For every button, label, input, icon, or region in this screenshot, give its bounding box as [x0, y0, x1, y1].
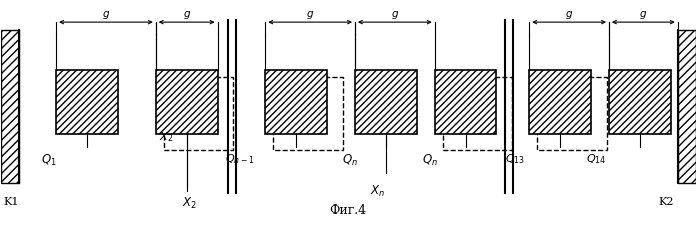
Text: $g$: $g$: [565, 9, 573, 21]
Text: $g$: $g$: [306, 9, 314, 21]
Text: $Q_1$: $Q_1$: [41, 152, 57, 167]
Text: $g$: $g$: [638, 9, 647, 21]
Bar: [1, 31, 20, 183]
Bar: [435, 70, 496, 134]
Bar: [443, 78, 512, 150]
Text: $g$: $g$: [102, 9, 110, 21]
Bar: [609, 70, 671, 134]
Text: $Q_{14}$: $Q_{14}$: [586, 152, 606, 166]
Bar: [266, 70, 327, 134]
Bar: [537, 78, 607, 150]
Bar: [56, 70, 118, 134]
Text: $X_2$: $X_2$: [182, 195, 197, 210]
Bar: [355, 70, 417, 134]
Text: $Q_{13}$: $Q_{13}$: [505, 152, 526, 166]
Bar: [155, 70, 217, 134]
Text: $Q_n$: $Q_n$: [342, 152, 358, 167]
Bar: [273, 78, 343, 150]
Text: $X_n$: $X_n$: [370, 183, 385, 198]
Text: K2: K2: [659, 196, 674, 206]
Text: $g$: $g$: [391, 9, 399, 21]
Text: K1: K1: [3, 196, 19, 206]
Text: $Q_n$: $Q_n$: [422, 152, 438, 167]
Text: Фиг.4: Фиг.4: [330, 203, 367, 216]
Text: $Q_{n-1}$: $Q_{n-1}$: [226, 152, 255, 166]
Bar: [529, 70, 591, 134]
Bar: [164, 78, 233, 150]
Text: $g$: $g$: [183, 9, 191, 21]
Text: $X_2$: $X_2$: [159, 129, 173, 143]
Bar: [677, 31, 696, 183]
